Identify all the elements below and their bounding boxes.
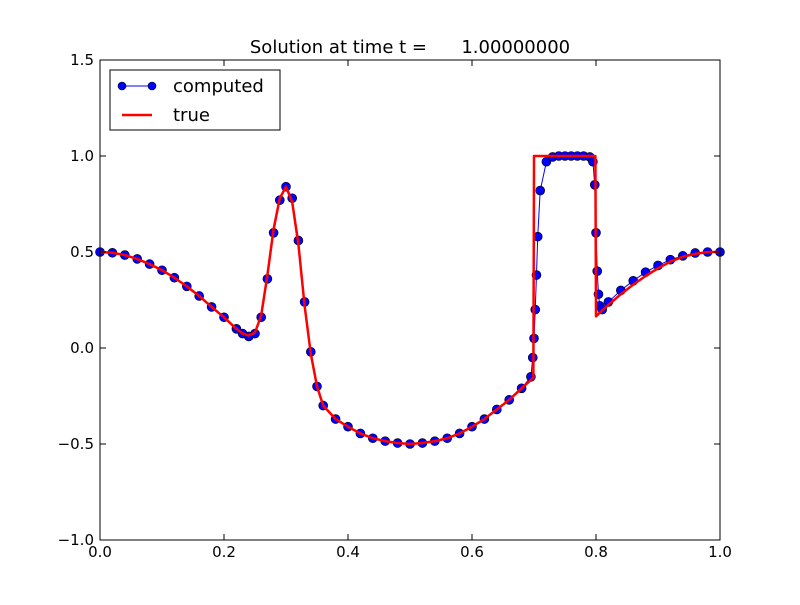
series-layer	[95, 151, 725, 449]
y-tick-label: 1.0	[70, 147, 94, 165]
chart-title: Solution at time t = 1.00000000	[250, 37, 570, 58]
x-tick-label: 1.0	[708, 543, 732, 561]
y-tick-label: −0.5	[58, 435, 94, 453]
legend-computed-marker	[117, 81, 127, 91]
x-tick-label: 0.6	[460, 543, 484, 561]
legend-label-true: true	[173, 105, 210, 126]
computed-point	[535, 185, 546, 196]
tick-layer: 0.0 0.2 0.4 0.6 0.8 1.0 −1.0 −0.5 0.0 0.5 1.0 1.5	[58, 51, 732, 561]
y-tick-label: 0.0	[70, 339, 94, 357]
legend: computed true	[109, 69, 281, 131]
plot-area	[100, 60, 720, 540]
computed-point	[592, 266, 603, 277]
y-tick-label: 0.5	[70, 243, 94, 261]
legend-computed-marker	[147, 81, 157, 91]
x-tick-label: 0.8	[584, 543, 608, 561]
legend-box	[109, 69, 281, 131]
x-tick-label: 0.2	[212, 543, 236, 561]
x-tick-label: 0.4	[336, 543, 360, 561]
y-tick-label: −1.0	[58, 531, 94, 549]
computed-point	[530, 304, 541, 315]
x-tick-label: 0.0	[88, 543, 112, 561]
legend-label-computed: computed	[173, 76, 264, 97]
y-tick-label: 1.5	[70, 51, 94, 69]
plot-frame	[99, 59, 721, 541]
series-true-line	[99, 154, 720, 446]
